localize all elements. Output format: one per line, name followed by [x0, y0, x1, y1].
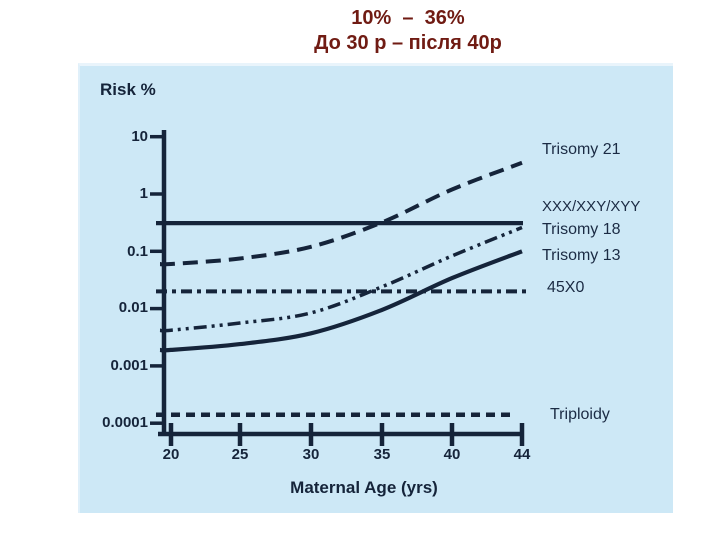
y-tick-label-10: 10	[131, 128, 148, 145]
y-tick-label-1: 1	[139, 185, 148, 202]
x-axis-title: Maternal Age (yrs)	[290, 478, 438, 497]
series-line-trisomy-13	[159, 249, 523, 353]
series-label-trisomy-18: Trisomy 18	[542, 221, 621, 238]
title-line-1: 10% – 36%	[351, 7, 465, 29]
y-tick-label-0p001: 0.001	[110, 357, 148, 374]
x-tick-label-35: 35	[373, 446, 391, 463]
y-tick-label-0p01: 0.01	[118, 299, 148, 316]
y-tick-label-0p0001: 0.0001	[102, 414, 148, 431]
series-line-trisomy-21	[159, 160, 523, 267]
series-label-triploidy: Triploidy	[550, 406, 610, 423]
series-label-trisomy-13: Trisomy 13	[542, 247, 621, 264]
series-line-trisomy-18	[159, 225, 523, 333]
x-tick-label-20: 20	[162, 446, 180, 463]
title-line-2: До 30 р – після 40р	[314, 32, 502, 54]
y-tick-label-0p1: 0.1	[127, 243, 148, 260]
y-axis-title: Risk %	[100, 80, 156, 99]
axes	[150, 130, 525, 446]
series-label-trisomy-21: Trisomy 21	[542, 141, 621, 158]
slide-title: 10% – 36% До 30 р – після 40р	[148, 6, 668, 56]
x-tick-label-25: 25	[231, 446, 249, 463]
x-tick-label-44: 44	[513, 446, 531, 463]
series-label-45x0: 45X0	[547, 279, 585, 296]
series-curves	[156, 160, 528, 418]
chart-panel	[78, 63, 673, 513]
x-tick-label-40: 40	[443, 446, 461, 463]
x-tick-label-30: 30	[302, 446, 320, 463]
series-label-xxx-xxy-xyy: XXX/XXY/XYY	[542, 198, 641, 215]
